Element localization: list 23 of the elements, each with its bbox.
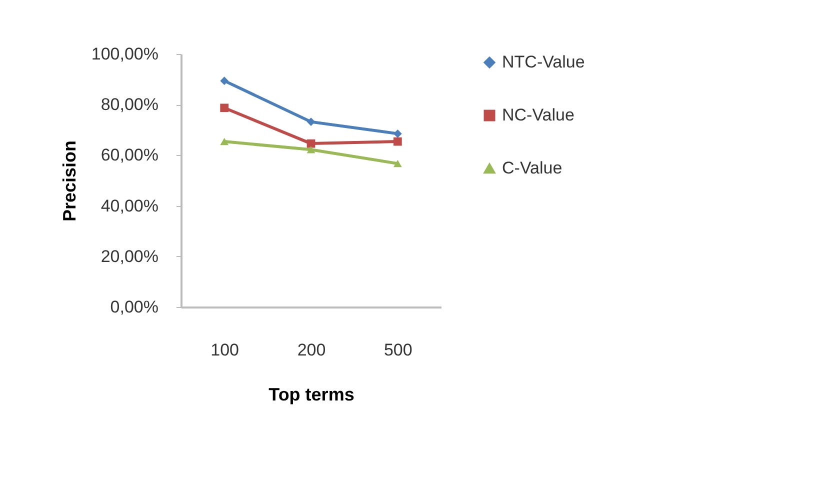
legend-label: NTC-Value [502,52,585,72]
point [306,146,316,154]
x-tick-label: 500 [384,340,412,360]
legend-label: C-Value [502,158,562,178]
y-tick-label: 20,00% [100,246,158,266]
point [393,130,402,138]
x-tick-label: 100 [210,340,240,360]
y-tick-label: 100,00% [91,44,158,64]
point [220,104,229,112]
point [306,139,316,148]
point [220,76,229,85]
point [393,160,402,168]
y-tick-label: 40,00% [100,196,158,216]
point [306,118,316,126]
y-axis-title: Precision [59,140,80,222]
x-tick-label: 200 [297,340,326,360]
legend-label: NC-Value [502,106,574,124]
y-tick-label: 0,00% [110,298,158,316]
point [220,138,229,146]
y-tick-label: 80,00% [100,95,158,114]
y-tick-label: 60,00% [100,146,158,165]
x-axis-title: Top terms [268,384,354,404]
point [393,137,402,146]
